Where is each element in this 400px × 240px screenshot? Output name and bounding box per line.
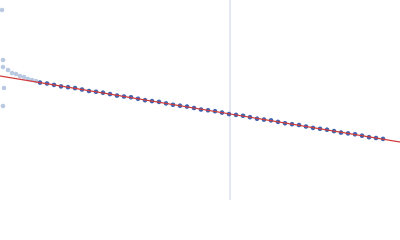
data-point: [0, 64, 6, 70]
chart: [0, 0, 400, 200]
data-point: [1, 85, 7, 91]
data-point: [0, 57, 6, 63]
data-point: [13, 71, 19, 77]
fit-line: [0, 75, 400, 143]
data-point: [17, 73, 23, 79]
data-point: [21, 74, 27, 80]
data-point: [5, 67, 11, 73]
data-point: [0, 7, 5, 13]
data-point: [0, 103, 6, 109]
page: (() => { const data = JSON.parse(documen…: [0, 0, 400, 200]
data-point: [9, 70, 15, 76]
